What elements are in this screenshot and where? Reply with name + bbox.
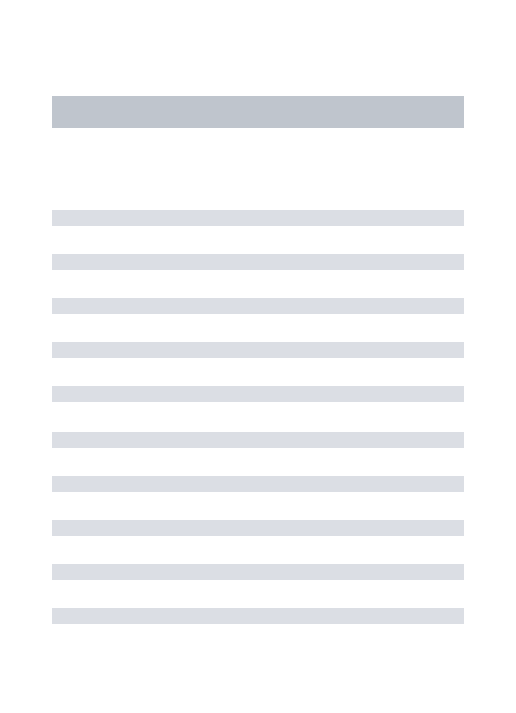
skeleton-section-1 <box>52 210 464 402</box>
skeleton-section-2 <box>52 432 464 624</box>
skeleton-line <box>52 608 464 624</box>
skeleton-line <box>52 254 464 270</box>
section-gap <box>52 402 464 432</box>
skeleton-title-placeholder <box>52 96 464 128</box>
skeleton-line <box>52 520 464 536</box>
skeleton-line <box>52 298 464 314</box>
skeleton-line <box>52 342 464 358</box>
skeleton-line <box>52 476 464 492</box>
skeleton-line <box>52 386 464 402</box>
skeleton-page <box>0 0 516 624</box>
skeleton-line <box>52 564 464 580</box>
skeleton-line <box>52 432 464 448</box>
skeleton-line <box>52 210 464 226</box>
